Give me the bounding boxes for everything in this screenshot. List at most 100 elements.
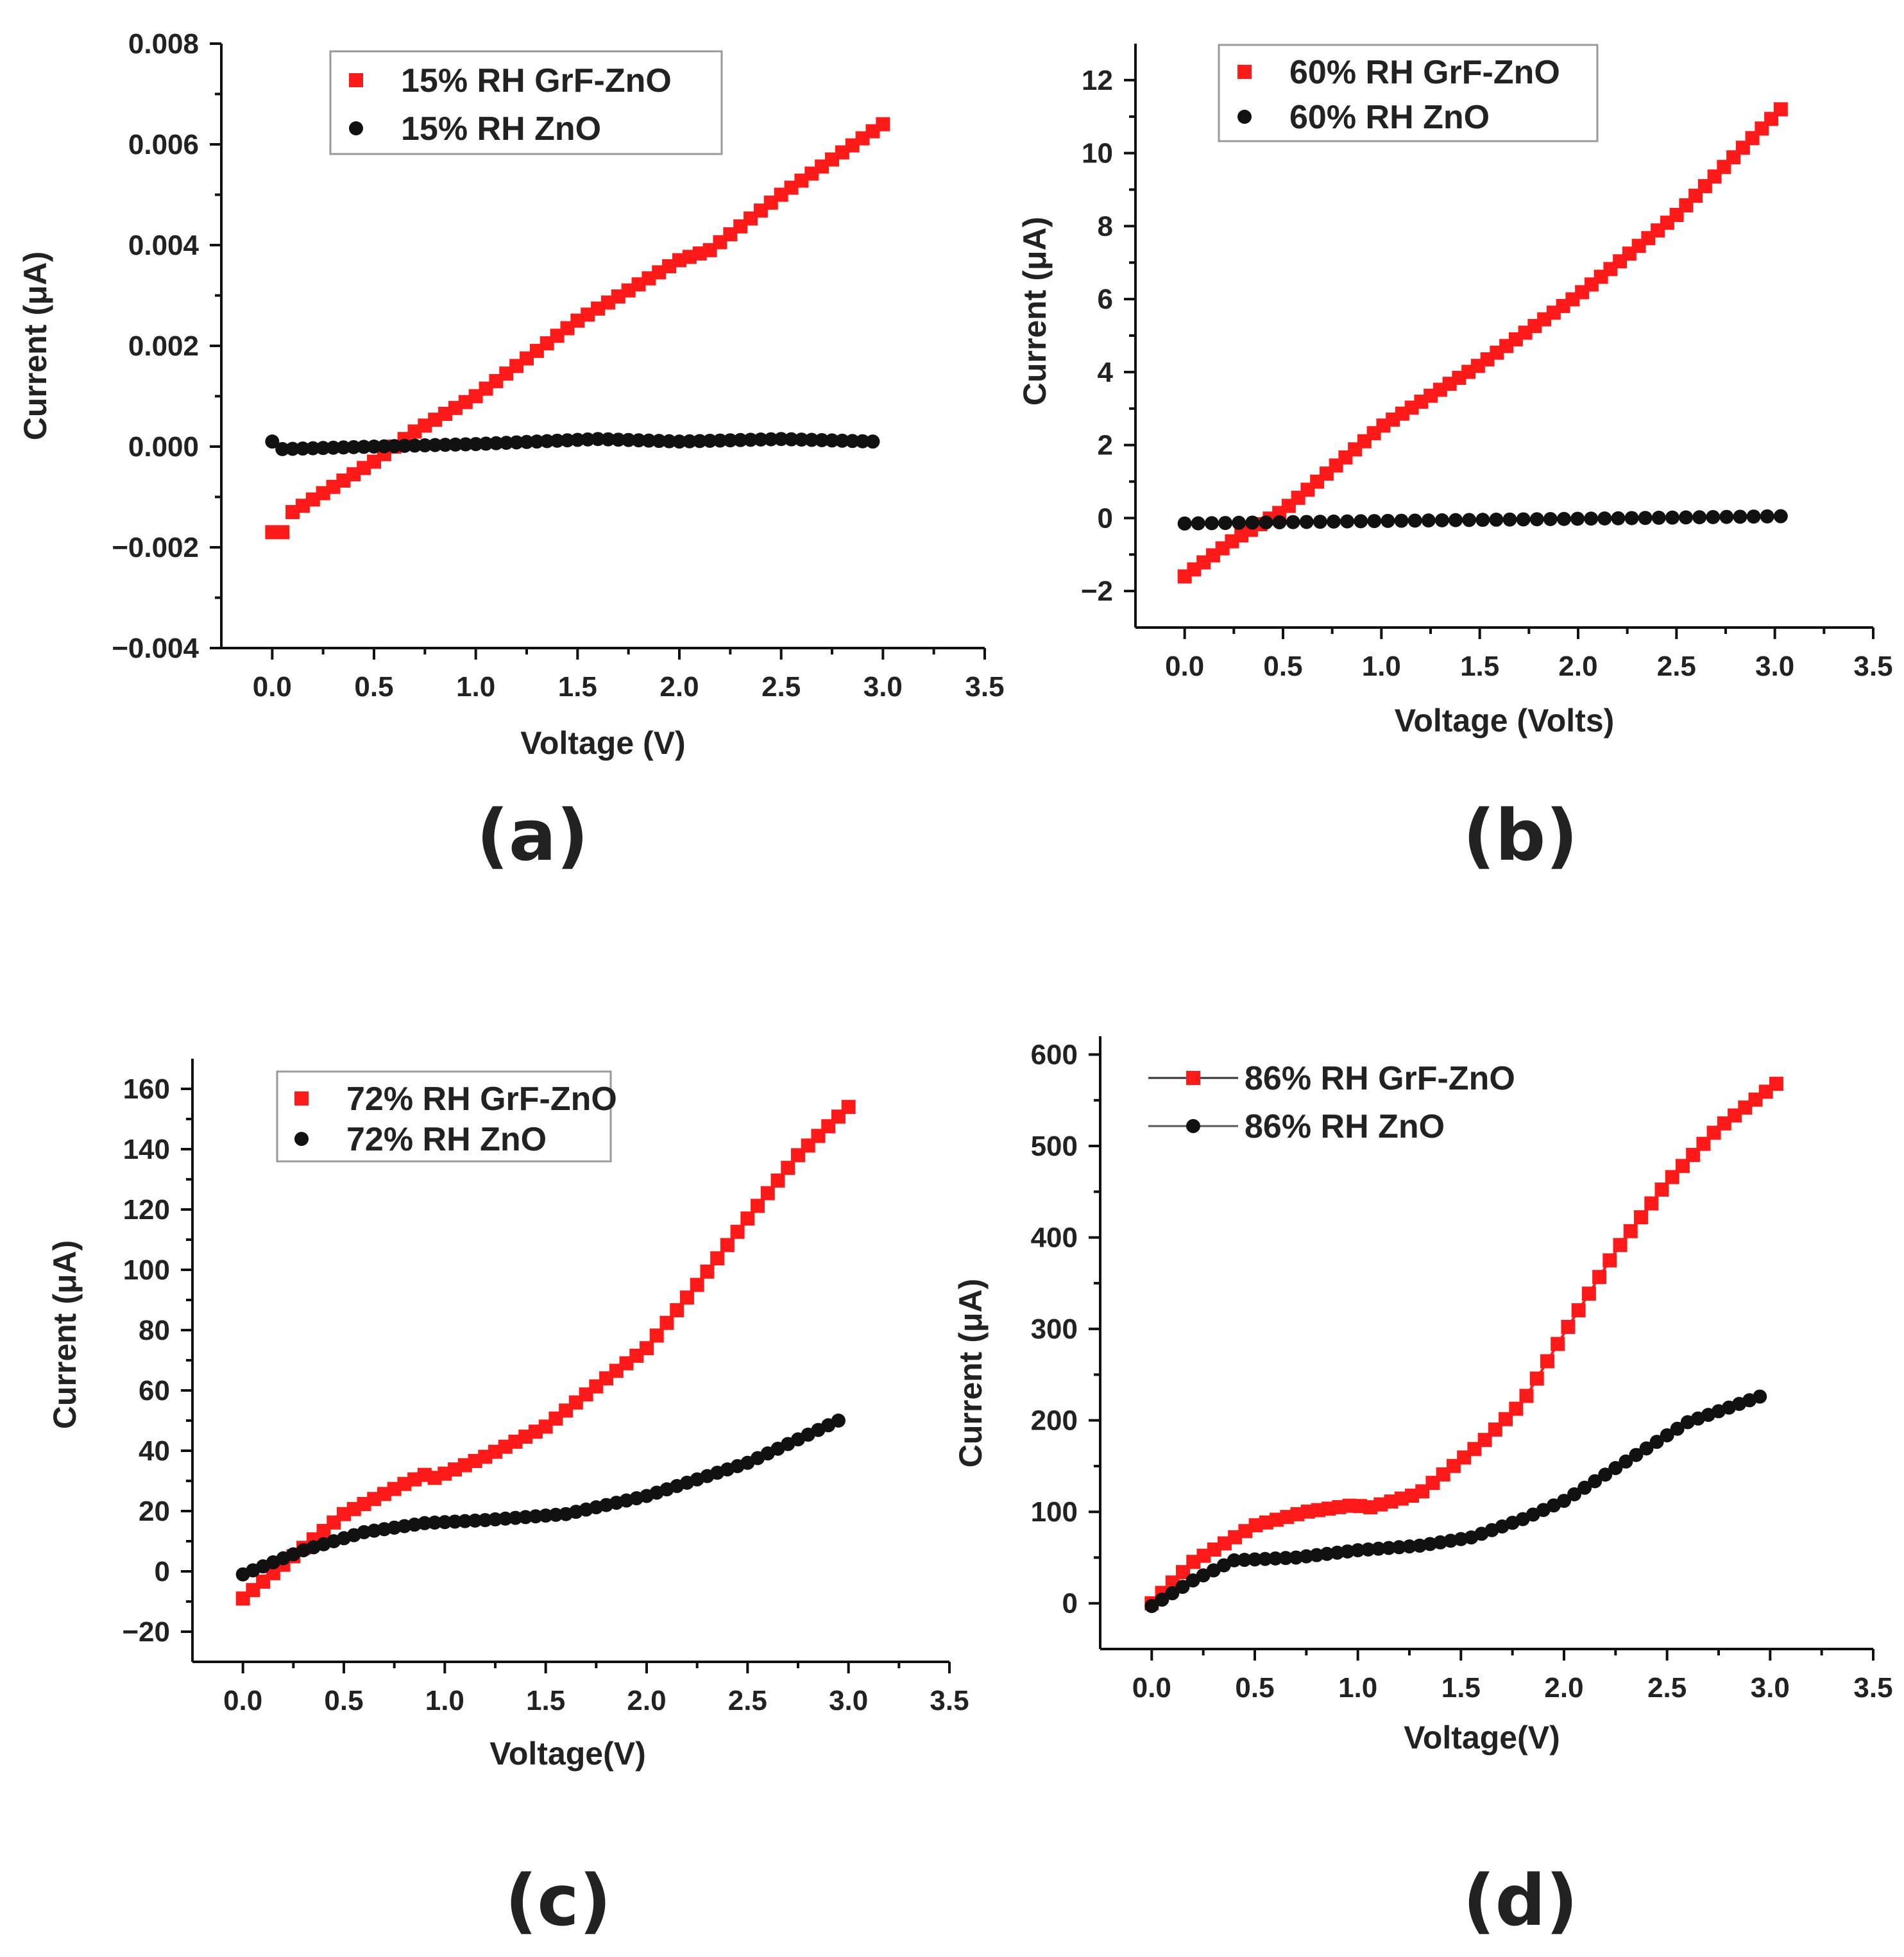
panel-b-x-tick-label: 3.0: [1755, 651, 1794, 682]
panel-a-zno-point: [499, 436, 514, 450]
panel-c-grf-zno-point: [690, 1278, 704, 1292]
panel-b-y-tick-label: 8: [1098, 210, 1113, 242]
panel-a-zno-point: [753, 432, 768, 447]
panel-d-x-tick-label: 1.5: [1441, 1672, 1481, 1704]
panel-b-zno-point: [1313, 515, 1327, 529]
panel-a-legend-items: 15% RH GrF-ZnO 15% RH ZnO: [349, 62, 672, 148]
panel-d-x-tick-label: 1.0: [1338, 1672, 1377, 1704]
panel-a-grf-zno-legend-marker: [349, 73, 363, 87]
panel-d-zno-point: [1629, 1448, 1644, 1462]
panel-d-grf-zno-point: [1602, 1253, 1617, 1268]
panel-b: 0.0 0.5 1.0 1.5 2.0 2.5 3.0 3.5 −2 0 2 4 6 8 10 12 60% …: [1017, 44, 1893, 876]
panel-a-zno-point: [560, 433, 575, 448]
panel-d-caption: (d): [1463, 1859, 1577, 1942]
panel-b-zno-point: [1449, 513, 1463, 527]
panel-a-grf-zno-legend-label: 15% RH GrF-ZnO: [401, 62, 672, 99]
panel-d-grf-zno-point: [1675, 1159, 1690, 1174]
panel-b-zno-point: [1746, 509, 1761, 524]
panel-a-zno-legend-label: 15% RH ZnO: [401, 110, 601, 148]
panel-a-y-tick-label: −0.002: [112, 532, 199, 563]
panel-b-zno-point: [1638, 511, 1653, 526]
panel-c-grf-zno-point: [751, 1199, 765, 1213]
panel-d-zno-point: [1670, 1421, 1685, 1436]
panel-a-zno-point: [550, 433, 565, 448]
panel-c-x-tick-label: 3.5: [930, 1685, 969, 1716]
panel-b-zno-point: [1462, 513, 1477, 527]
panel-d-zno-point: [1320, 1546, 1334, 1561]
panel-b-x-tick-label: 1.5: [1460, 651, 1499, 682]
panel-b-x-tick-label: 0.5: [1263, 651, 1302, 682]
panel-a-zno-point: [581, 432, 595, 447]
panel-a-zno-point: [865, 434, 880, 449]
panel-d-zno-point: [1598, 1467, 1613, 1482]
panel-a-zno-point: [540, 434, 554, 449]
panel-a-zno-point: [611, 432, 625, 447]
panel-a-x-tick-label: 2.0: [659, 671, 699, 703]
panel-a-x-axis-title: Voltage (V): [520, 725, 685, 761]
panel-a-zno-point: [428, 438, 443, 452]
panel-a-zno-point: [458, 437, 473, 452]
panel-d-x-tick-label: 3.0: [1751, 1672, 1790, 1704]
panel-c-grf-zno-point: [720, 1238, 735, 1252]
panel-a-zno-point: [336, 440, 351, 455]
panel-a-tick-labels: 0.0 0.5 1.0 1.5 2.0 2.5 3.0 3.5 −0.004 −0.002 0.00…: [112, 28, 1004, 703]
panel-b-zno-point: [1665, 510, 1679, 525]
panel-c-zno-point: [498, 1511, 513, 1526]
panel-d-zno-point: [1330, 1545, 1345, 1560]
panel-d-zno-point: [1557, 1494, 1571, 1508]
panel-c-tick-labels: 0.0 0.5 1.0 1.5 2.0 2.5 3.0 3.5 −20 0 20 40 60 80 100 1…: [122, 1073, 969, 1716]
panel-a-zno-point: [479, 436, 493, 451]
panel-c-grf-zno-point: [659, 1315, 674, 1330]
panel-b-zno-point: [1286, 515, 1300, 529]
panel-b-zno-point: [1177, 516, 1192, 531]
panel-b-zno-point: [1773, 509, 1788, 524]
panel-a-y-tick-label: 0.000: [128, 431, 199, 463]
panel-c-x-tick-label: 2.0: [627, 1685, 666, 1716]
panel-b-legend: [1218, 44, 1599, 142]
panel-c-zno-point: [438, 1515, 452, 1530]
panel-b-zno-legend-marker: [1237, 110, 1252, 124]
panel-c-zno-legend-marker: [294, 1132, 309, 1146]
panel-b-legend-items: 60% RH GrF-ZnO 60% RH ZnO: [1237, 54, 1560, 136]
panel-a-zno-point: [275, 441, 290, 456]
panel-c-grf-zno-point: [710, 1251, 725, 1266]
panel-b-zno-point: [1516, 512, 1531, 527]
panel-b-grf-zno-legend-label: 60% RH GrF-ZnO: [1289, 54, 1560, 91]
panel-d-grf-zno-point: [1665, 1170, 1679, 1184]
panel-a-x-tick-label: 0.5: [354, 671, 393, 703]
panel-a-x-tick-label: 1.5: [558, 671, 597, 703]
panel-b-x-tick-label: 1.0: [1362, 651, 1401, 682]
panel-d-grf-zno-point: [1686, 1147, 1701, 1162]
panel-a-zno-point: [305, 441, 320, 456]
panel-a-zno-point: [346, 440, 361, 454]
panel-a-x-tick-label: 3.5: [965, 671, 1004, 703]
panel-b-zno-point: [1543, 511, 1558, 526]
panel-a: 0.0 0.5 1.0 1.5 2.0 2.5 3.0 3.5 −0.004 −0.002 0.00…: [17, 28, 1005, 876]
panel-a-zno-point: [326, 440, 341, 455]
panel-c-y-tick-label: 160: [123, 1073, 170, 1105]
panel-b-zno-point: [1584, 511, 1599, 526]
panel-a-grf-zno-point: [275, 525, 290, 540]
panel-a-y-axis-title: Current (μA): [17, 252, 53, 440]
panel-d-zno-point: [1144, 1599, 1159, 1614]
panel-d-y-tick-label: 600: [1031, 1039, 1078, 1071]
panel-c-x-tick-label: 2.5: [728, 1685, 767, 1716]
panel-d-zno-point: [1381, 1541, 1396, 1555]
panel-c-y-tick-label: 140: [123, 1134, 170, 1165]
panel-b-y-tick-label: 6: [1098, 284, 1113, 315]
panel-c-grf-zno-point: [781, 1161, 795, 1175]
panel-b-zno-point: [1191, 516, 1205, 531]
panel-d-y-tick-label: 400: [1031, 1222, 1078, 1254]
panel-a-zno-point: [418, 438, 432, 453]
panel-d-zno-point: [1155, 1593, 1169, 1607]
panel-d-zno-point: [1608, 1461, 1623, 1476]
panel-a-y-tick-label: −0.004: [112, 633, 199, 664]
panel-a-ticks: [210, 42, 986, 660]
panel-c-y-tick-label: 100: [123, 1254, 170, 1286]
panel-b-zno-point: [1475, 513, 1490, 527]
panel-d-plot-area: [1144, 1077, 1783, 1614]
panel-c-grf-zno-point: [770, 1173, 785, 1188]
panel-a-zno-point: [468, 437, 483, 452]
panel-a-zno-point: [295, 441, 310, 456]
